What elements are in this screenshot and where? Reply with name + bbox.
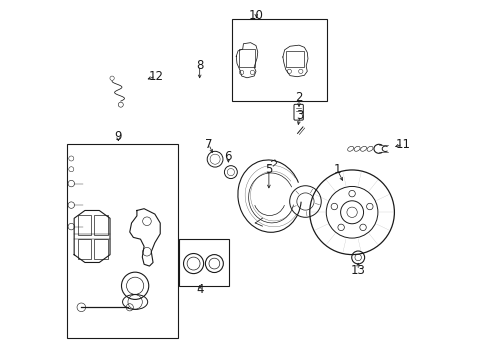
Bar [179,239,229,286]
Bar [67,144,178,338]
Text: 13: 13 [350,264,365,277]
Text: 5: 5 [264,163,272,176]
Text: 4: 4 [196,283,203,296]
Bar [231,19,326,101]
Text: 6: 6 [224,150,232,163]
Text: 2: 2 [295,91,302,104]
Text: 1: 1 [333,163,340,176]
Bar [78,215,91,234]
Text: 8: 8 [196,59,203,72]
Text: 9: 9 [114,130,122,144]
Text: 12: 12 [148,69,163,82]
Text: 11: 11 [395,138,409,150]
Text: 10: 10 [248,9,263,22]
Bar [239,49,254,67]
Bar [94,239,107,259]
Bar [286,50,304,67]
Text: 3: 3 [296,109,303,122]
Bar [78,239,91,259]
Bar [94,215,107,234]
Text: 7: 7 [204,138,212,150]
